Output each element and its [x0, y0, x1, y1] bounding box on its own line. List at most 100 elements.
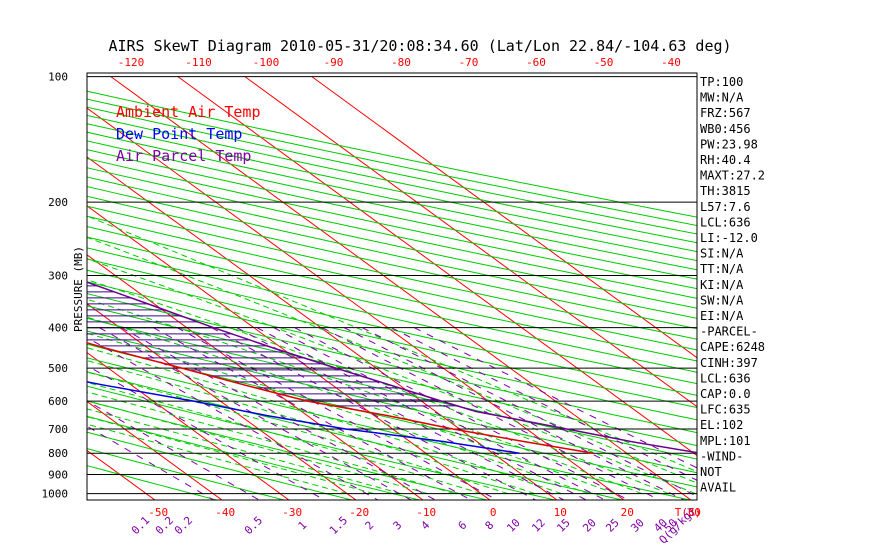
isotherm-line: [177, 76, 697, 457]
y-tick-label: 600: [48, 395, 68, 408]
dry-adiabat-line: [87, 293, 697, 434]
x-tick-label: 30: [688, 506, 701, 519]
mixing-ratio-line: [322, 327, 661, 500]
mixing-ratio-line: [121, 327, 437, 500]
isobar-lines: [86, 72, 698, 501]
x-tick-label: -30: [282, 506, 302, 519]
index-item: SI:N/A: [700, 247, 744, 261]
mixing-ratio-label: 6: [456, 519, 470, 533]
series-line: [87, 381, 520, 454]
dry-adiabat-line: [87, 167, 697, 299]
mixing-ratio-lines: [87, 327, 697, 500]
mixing-ratio-label: 25: [603, 516, 622, 535]
x-tick-label: 0: [490, 506, 497, 519]
cape-hatching: [87, 285, 458, 407]
mixing-ratio-label: 10: [504, 516, 523, 535]
y-tick-label: 500: [48, 362, 68, 375]
moist-adiabat-line: [87, 381, 482, 495]
mixing-ratio-label: 8: [483, 519, 497, 533]
index-item: SW:N/A: [700, 293, 744, 307]
mixing-ratio-label: 20: [580, 516, 599, 535]
y-tick-label: 700: [48, 423, 68, 436]
y-axis-label: PRESSURE (MB): [72, 246, 85, 332]
mixing-ratio-line: [414, 327, 697, 469]
isotherm-line: [110, 76, 692, 500]
mixing-ratio-label: 1.5: [327, 514, 350, 537]
index-item: CINH:397: [700, 356, 758, 370]
dry-adiabat-line: [87, 149, 697, 280]
x-tick-label: -40: [215, 506, 235, 519]
moist-adiabat-line: [87, 423, 348, 495]
index-item: MW:N/A: [700, 91, 744, 105]
y-tick-label: 900: [48, 469, 68, 482]
top-tick-label: -40: [661, 56, 681, 69]
mixing-ratio-line: [87, 365, 326, 500]
y-tick-label: 1000: [42, 488, 69, 501]
index-item: -WIND-: [700, 449, 743, 463]
mixing-ratio-line: [343, 327, 686, 500]
moist-adiabat-line: [87, 316, 616, 495]
dry-adiabat-line: [87, 357, 693, 500]
x-tick-label: -20: [349, 506, 369, 519]
mixing-ratio-line: [99, 327, 413, 500]
index-item: TH:3815: [700, 184, 751, 198]
index-item: L57:7.6: [700, 200, 751, 214]
x-tick-label: T(C): [675, 506, 702, 519]
mixing-ratio-line: [273, 327, 607, 500]
index-item: TP:100: [700, 75, 743, 89]
index-item: AVAIL: [700, 481, 736, 495]
mixing-ratio-line: [236, 327, 565, 500]
mixing-ratio-label: 2: [363, 519, 377, 533]
top-tick-label: -80: [391, 56, 411, 69]
top-tick-label: -70: [459, 56, 479, 69]
top-tick-label: -120: [118, 56, 145, 69]
dry-adiabat-line: [87, 236, 697, 373]
index-item: FRZ:567: [700, 106, 751, 120]
dry-adiabat-line: [87, 269, 697, 409]
mixing-ratio-line: [211, 327, 537, 500]
isotherm-line: [87, 107, 625, 500]
chart-title: AIRS SkewT Diagram 2010-05-31/20:08:34.6…: [108, 37, 731, 55]
dry-adiabat-line: [87, 205, 697, 340]
series-line: [87, 281, 697, 454]
index-item: CAP:0.0: [700, 387, 751, 401]
mixing-ratio-line: [176, 327, 499, 500]
dry-adiabat-line: [87, 186, 697, 319]
index-item: LCL:636: [700, 215, 751, 229]
dry-adiabat-line: [87, 305, 697, 447]
y-tick-label: 100: [48, 71, 68, 84]
index-item: CAPE:6248: [700, 340, 765, 354]
mixing-ratio-line: [391, 327, 697, 481]
dry-adiabat-line: [87, 258, 697, 396]
index-item: KI:N/A: [700, 278, 744, 292]
dry-adiabat-line: [87, 330, 697, 474]
isotherm-line: [244, 76, 697, 408]
isotherm-line: [87, 303, 357, 500]
mixing-ratio-label: 3: [391, 519, 405, 533]
dry-adiabat-line: [87, 123, 697, 253]
legend-item: Air Parcel Temp: [116, 147, 251, 165]
y-tick-label: 400: [48, 322, 68, 335]
index-item: EI:N/A: [700, 309, 744, 323]
y-tick-label: 300: [48, 270, 68, 283]
top-tick-label: -100: [253, 56, 280, 69]
index-item: RH:40.4: [700, 153, 751, 167]
mixing-ratio-label: 30: [628, 516, 647, 535]
index-item: LFC:635: [700, 403, 751, 417]
dry-adiabat-line: [87, 317, 697, 460]
moist-adiabat-line: [87, 298, 643, 495]
isotherm-line: [87, 205, 491, 500]
mixing-ratio-line: [294, 327, 630, 500]
dry-adiabat-line: [87, 140, 697, 271]
index-item: LCL:636: [700, 371, 751, 385]
index-item: LI:-12.0: [700, 231, 758, 245]
dry-adiabat-line: [87, 247, 697, 385]
top-tick-label: -60: [526, 56, 546, 69]
y-tick-label: 200: [48, 196, 68, 209]
dry-adiabat-line: [87, 226, 697, 362]
top-tick-label: -50: [594, 56, 614, 69]
plot-frame: [86, 72, 698, 501]
index-item: NOT: [700, 465, 722, 479]
